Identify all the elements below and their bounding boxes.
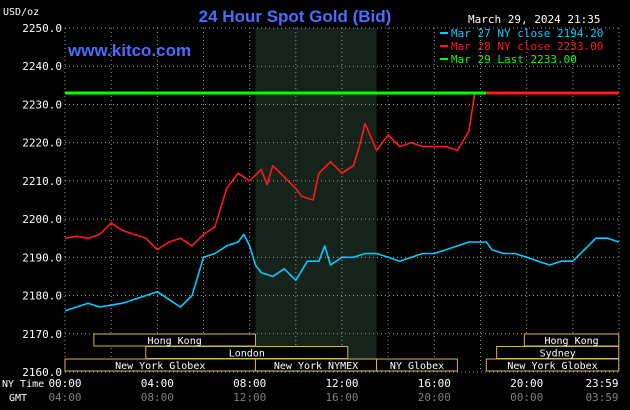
market-label: New York Globex <box>115 361 205 372</box>
legend-label: Mar 27 NY close 2194.20 <box>451 27 603 40</box>
series-line-1 <box>64 92 476 251</box>
y-tick-label: 2210.0 <box>22 175 62 188</box>
y-tick-label: 2190.0 <box>22 251 62 264</box>
ny-time-tick: 12:00 <box>325 377 358 390</box>
ny-time-tick: 08:00 <box>233 377 266 390</box>
plot-area <box>255 28 377 372</box>
legend-label: Mar 29 Last 2233.00 <box>451 53 577 66</box>
y-tick-label: 2200.0 <box>22 213 62 226</box>
market-label: New York Globex <box>507 361 597 372</box>
market-label: NY Globex <box>390 361 444 372</box>
chart-title: 24 Hour Spot Gold (Bid) <box>199 7 392 26</box>
legend-label: Mar 28 NY close 2233.00 <box>451 40 603 53</box>
grid-lines <box>64 27 620 373</box>
y-tick-label: 2160.0 <box>22 366 62 379</box>
gmt-time-tick: 20:00 <box>418 391 451 404</box>
gmt-axis-title: GMT <box>9 393 27 404</box>
series-line-0 <box>64 233 620 312</box>
kitco-watermark: www.kitco.com <box>67 41 191 60</box>
y-tick-label: 2250.0 <box>22 22 62 35</box>
ny-time-tick: 16:00 <box>418 377 451 390</box>
gmt-time-tick: 03:59 <box>585 391 618 404</box>
x-axis-ticks: 00:00 04:00 08:00 12:00 16:00 20:00 23:5904:00… <box>48 377 618 404</box>
ny-time-axis-title: NY Time <box>2 379 44 390</box>
x-axis: NY Time GMT 00:00 04:00 08:00 12:00 16:00 20:… <box>2 377 619 404</box>
market-label: Hong Kong <box>544 336 598 347</box>
gmt-time-tick: 08:00 <box>141 391 174 404</box>
market-label: Hong Kong <box>148 336 202 347</box>
chart-header: USD/oz 24 Hour Spot Gold (Bid) March 29,… <box>3 7 600 26</box>
y-tick-label: 2230.0 <box>22 98 62 111</box>
market-label: London <box>229 349 265 360</box>
nymex-session-shade <box>255 28 377 372</box>
ny-time-tick: 23:59 <box>585 377 618 390</box>
y-axis-ticks: 2160.0 2170.0 2180.0 2190.0 2200.0 2210.0 2220… <box>22 22 62 379</box>
gmt-time-tick: 12:00 <box>233 391 266 404</box>
y-tick-label: 2170.0 <box>22 328 62 341</box>
y-tick-label: 2180.0 <box>22 290 62 303</box>
ny-time-tick: 20:00 <box>510 377 543 390</box>
y-tick-label: 2220.0 <box>22 137 62 150</box>
market-bar <box>485 358 620 372</box>
market-label: Sydney <box>540 349 576 360</box>
market-label: New York NYMEX <box>274 361 358 372</box>
datetime-label: March 29, 2024 21:35 <box>468 13 600 26</box>
gmt-time-tick: 04:00 <box>48 391 81 404</box>
ny-time-tick: 04:00 <box>141 377 174 390</box>
price-series <box>64 91 620 312</box>
y-tick-label: 2240.0 <box>22 60 62 73</box>
gmt-time-tick: 00:00 <box>510 391 543 404</box>
unit-label: USD/oz <box>3 7 39 18</box>
market-bar <box>376 358 458 372</box>
gmt-time-tick: 16:00 <box>325 391 358 404</box>
ny-time-tick: 00:00 <box>48 377 81 390</box>
market-hours-bars: Hong Kong London New York Globex New York N… <box>64 333 620 372</box>
